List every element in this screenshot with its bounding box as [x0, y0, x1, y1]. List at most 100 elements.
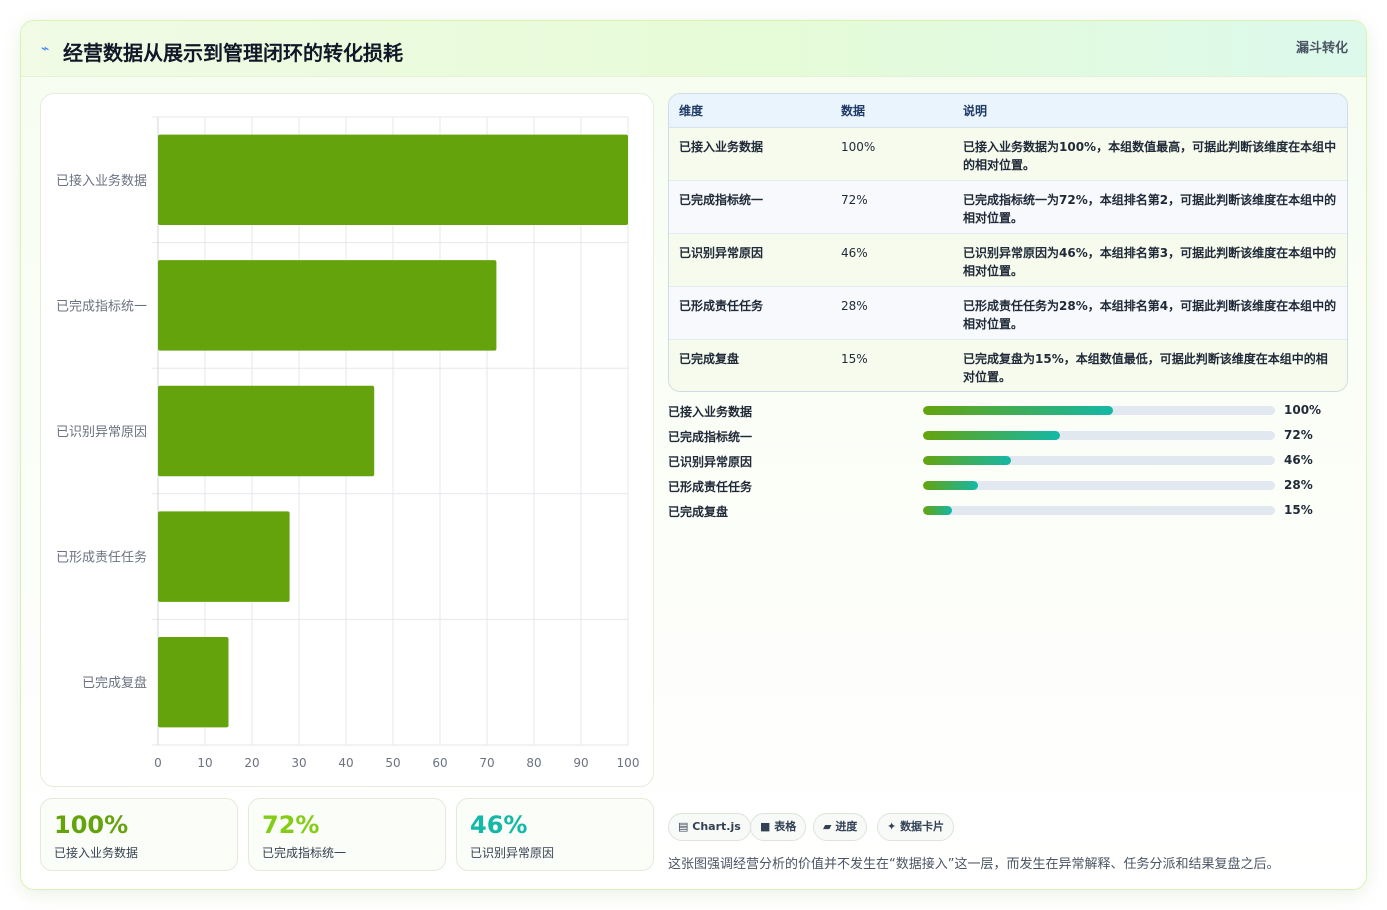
kpi-label: 已识别异常原因 — [470, 846, 555, 860]
chip-label: 表格 — [774, 820, 797, 833]
card-header: ⌁ 经营数据从展示到管理闭环的转化损耗 漏斗转化 — [21, 21, 1366, 77]
progress-track — [923, 481, 1275, 490]
bar — [158, 511, 290, 602]
x-tick-label: 0 — [154, 756, 162, 770]
y-tick-label: 已识别异常原因 — [56, 425, 147, 440]
chip-label: 进度 — [835, 820, 858, 833]
progress-track — [923, 506, 1275, 515]
progress-icon: ▰ — [823, 820, 832, 833]
progress-list: 已接入业务数据 100% 已完成指标统一 72% 已识别异常原因 46% 已形成… — [668, 401, 1348, 526]
progress-row: 已完成复盘 15% — [668, 501, 1348, 526]
progress-value: 72% — [1284, 428, 1313, 442]
table-row: 已接入业务数据 100% 已接入业务数据为100%，本组数值最高，可据此判断该维… — [669, 127, 1347, 181]
footnote: 这张图强调经营分析的价值并不发生在“数据接入”这一层，而发生在异常解释、任务分派… — [668, 857, 1280, 872]
chip-data-card[interactable]: ✦ 数据卡片 — [877, 813, 955, 841]
kpi-value: 46% — [470, 811, 528, 839]
x-tick-label: 80 — [526, 756, 541, 770]
kpi-value: 72% — [262, 811, 320, 839]
progress-row: 已接入业务数据 100% — [668, 401, 1348, 426]
chip-table[interactable]: ■ 表格 — [750, 813, 807, 841]
kpi-card: 72% 已完成指标统一 — [248, 798, 446, 871]
y-tick-label: 已接入业务数据 — [56, 173, 147, 189]
kpi-value: 100% — [54, 811, 129, 839]
table-row: 已完成指标统一 72% 已完成指标统一为72%，本组排名第2，可据此判断该维度在… — [669, 180, 1347, 234]
chip-label: Chart.js — [692, 820, 741, 833]
bar-chart: 0 10 20 30 40 50 60 70 80 90 100 已接入业务数据已完成指标统一已识别异… — [56, 116, 640, 770]
progress-fill — [923, 481, 978, 490]
y-tick-label: 已形成责任任务 — [56, 550, 147, 566]
progress-label: 已形成责任任务 — [668, 480, 753, 494]
progress-fill — [923, 431, 1061, 440]
cell-value: 46% — [831, 233, 953, 287]
progress-label: 已识别异常原因 — [668, 455, 753, 469]
cell-value: 28% — [831, 286, 953, 340]
x-tick-label: 50 — [385, 756, 400, 770]
cell-description: 已接入业务数据为100%，本组数值最高，可据此判断该维度在本组中的相对位置。 — [953, 127, 1347, 181]
cell-value: 100% — [831, 127, 953, 181]
kpi-label: 已完成指标统一 — [262, 846, 347, 860]
kpi-card: 100% 已接入业务数据 — [40, 798, 238, 871]
x-tick-label: 20 — [244, 756, 259, 770]
cell-dimension: 已完成复盘 — [679, 351, 740, 366]
progress-fill — [923, 406, 1114, 415]
column-header: 说明 — [953, 94, 1347, 128]
progress-value: 100% — [1284, 403, 1322, 417]
progress-track — [923, 406, 1275, 415]
table-row: 已形成责任任务 28% 已形成责任任务为28%，本组排名第4，可据此判断该维度在… — [669, 286, 1347, 340]
progress-row: 已完成指标统一 72% — [668, 426, 1348, 451]
kpi-label: 已接入业务数据 — [54, 846, 139, 860]
y-tick-label: 已完成指标统一 — [56, 299, 147, 314]
table-row: 已识别异常原因 46% 已识别异常原因为46%，本组排名第3，可据此判断该维度在… — [669, 233, 1347, 287]
progress-fill — [923, 456, 1011, 465]
x-tick-label: 70 — [479, 756, 494, 770]
chip-chartjs[interactable]: ▤ Chart.js — [668, 813, 751, 841]
progress-label: 已接入业务数据 — [668, 405, 753, 419]
x-tick-label: 100 — [617, 756, 640, 770]
x-tick-label: 30 — [291, 756, 306, 770]
column-header: 数据 — [831, 94, 953, 128]
cell-dimension: 已识别异常原因 — [669, 233, 831, 287]
progress-track — [923, 431, 1275, 440]
kpi-card: 46% 已识别异常原因 — [456, 798, 654, 871]
progress-value: 15% — [1284, 503, 1313, 517]
data-table: 维度 数据 说明 已接入业务数据 100% 已接入业务数据为100%，本组数值最… — [668, 93, 1348, 392]
chip-label: 数据卡片 — [900, 820, 945, 833]
column-header: 维度 — [669, 94, 831, 128]
card-icon: ✦ — [887, 820, 897, 833]
progress-fill — [923, 506, 953, 515]
progress-label: 已完成复盘 — [668, 505, 729, 519]
bar — [158, 134, 628, 226]
bar-chart-panel: 0 10 20 30 40 50 60 70 80 90 100 已接入业务数据 已完成指标统一 已识别异… — [40, 93, 654, 787]
bar — [158, 385, 375, 477]
progress-value: 46% — [1284, 453, 1313, 467]
progress-label: 已完成指标统一 — [668, 430, 753, 444]
table-icon: ■ — [760, 820, 771, 833]
progress-value: 28% — [1284, 478, 1313, 492]
bar — [158, 636, 229, 728]
bar — [158, 260, 497, 351]
dashboard-card: ⌁ 经营数据从展示到管理闭环的转化损耗 漏斗转化 0 10 20 30 40 50 60 70… — [20, 20, 1367, 890]
cell-dimension: 已接入业务数据 — [669, 127, 831, 181]
x-tick-label: 10 — [197, 756, 212, 770]
cell-description: 已识别异常原因为46%，本组排名第3，可据此判断该维度在本组中的相对位置。 — [953, 233, 1347, 287]
funnel-tag: 漏斗转化 — [1295, 41, 1348, 56]
progress-track — [923, 456, 1275, 465]
cell-description: 已完成复盘为15%，本组数值最低，可据此判断该维度在本组中的相对位置。 — [963, 351, 1328, 384]
cell-dimension: 已形成责任任务 — [669, 286, 831, 340]
sparkle-icon: ⌁ — [41, 41, 50, 57]
cell-value: 72% — [831, 180, 953, 234]
chip-progress[interactable]: ▰ 进度 — [813, 813, 868, 841]
cell-value: 15% — [841, 351, 868, 366]
x-tick-label: 60 — [432, 756, 447, 770]
page-title: 经营数据从展示到管理闭环的转化损耗 — [63, 41, 403, 65]
x-tick-label: 90 — [573, 756, 588, 770]
progress-row: 已识别异常原因 46% — [668, 451, 1348, 476]
x-tick-label: 40 — [338, 756, 353, 770]
cell-description: 已形成责任任务为28%，本组排名第4，可据此判断该维度在本组中的相对位置。 — [953, 286, 1347, 340]
y-tick-label: 已完成复盘 — [82, 675, 147, 691]
cell-description: 已完成指标统一为72%，本组排名第2，可据此判断该维度在本组中的相对位置。 — [953, 180, 1347, 234]
table-row: 已完成复盘 15% 已完成复盘为15%，本组数值最低，可据此判断该维度在本组中的… — [669, 339, 1347, 391]
table-header-row: 维度 数据 说明 — [669, 94, 1347, 128]
cell-dimension: 已完成指标统一 — [669, 180, 831, 234]
chart-icon: ▤ — [678, 820, 689, 833]
